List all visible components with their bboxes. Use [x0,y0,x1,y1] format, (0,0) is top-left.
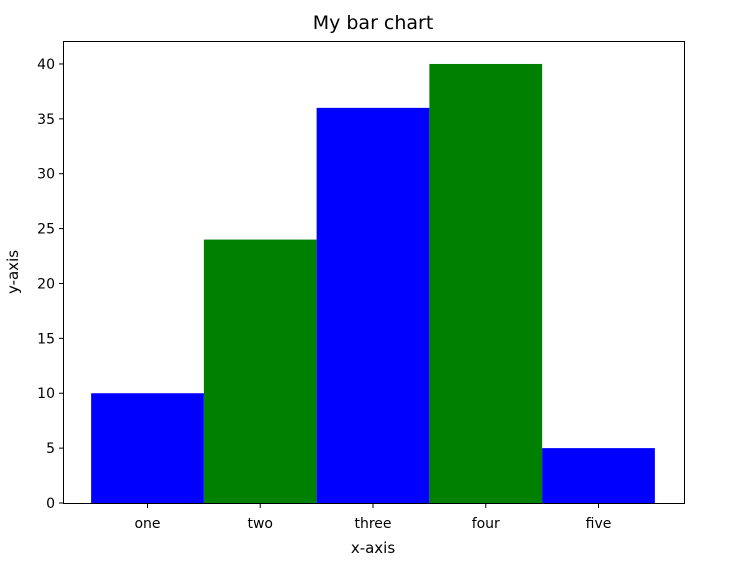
x-tick-label: two [247,516,273,532]
x-tick-label: five [586,516,612,532]
x-tick-label: three [354,516,391,532]
y-tick-label: 40 [37,57,55,73]
y-tick-label: 35 [37,112,55,128]
y-tick-label: 25 [37,222,55,238]
y-tick-label: 30 [37,167,55,183]
bar-four [429,63,543,503]
bar-one [91,393,204,503]
bar-three [316,107,430,503]
x-ticks: one two three four five [134,503,611,532]
y-tick-label: 20 [37,276,55,292]
y-tick-label: 0 [46,496,55,512]
y-tick-label: 5 [46,441,55,457]
bars-layer [91,63,655,504]
y-ticks: 0 5 10 15 20 25 30 35 40 [37,57,64,512]
chart-title: My bar chart [313,12,434,34]
x-tick-label: one [134,516,160,532]
y-tick-label: 10 [37,386,55,402]
x-axis-label: x-axis [351,539,396,557]
plot-area-frame [63,41,685,504]
bar-five [542,448,655,503]
y-axis-label: y-axis [4,250,22,294]
bar-two [203,239,317,504]
y-tick-label: 15 [37,331,55,347]
x-tick-label: four [472,516,500,532]
